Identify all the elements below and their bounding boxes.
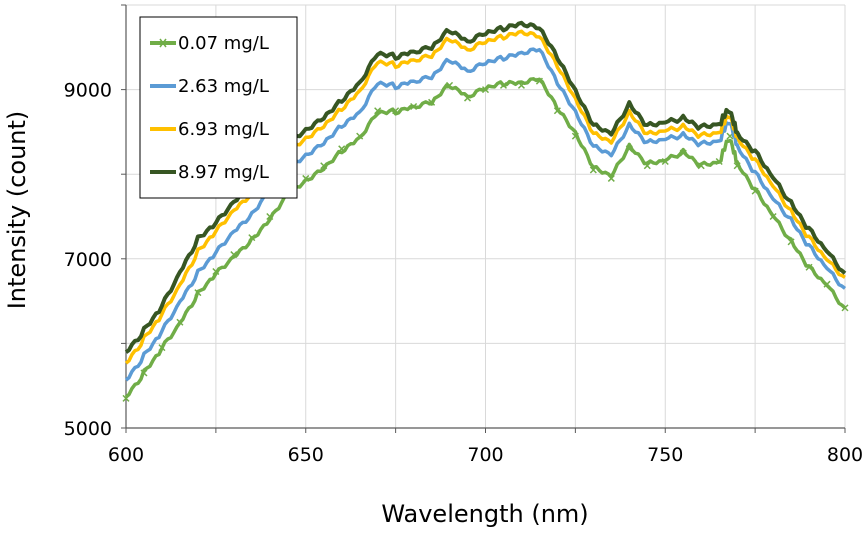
data-point-marker xyxy=(428,98,436,106)
data-point-marker xyxy=(158,344,166,352)
data-point-marker xyxy=(823,280,831,288)
data-point-marker xyxy=(463,94,472,102)
data-point-marker xyxy=(841,304,849,312)
series-line-1 xyxy=(124,77,847,399)
y-tick-label: 9000 xyxy=(64,80,112,102)
data-point-marker xyxy=(320,162,328,170)
data-point-marker xyxy=(571,132,579,140)
data-point-marker xyxy=(212,267,220,276)
data-point-marker xyxy=(374,107,382,115)
data-point-marker xyxy=(607,174,615,182)
data-point-marker xyxy=(194,289,202,297)
legend-label-2: 2.63 mg/L xyxy=(178,76,269,97)
data-point-marker xyxy=(625,145,633,153)
data-point-marker xyxy=(122,394,130,402)
data-point-marker xyxy=(338,145,346,153)
series-markers-1 xyxy=(122,77,849,402)
data-point-marker xyxy=(787,238,795,246)
data-point-marker xyxy=(661,157,669,166)
data-point-marker xyxy=(481,86,490,94)
data-point-marker xyxy=(589,166,597,174)
data-point-marker xyxy=(499,81,508,89)
legend: 0.07 mg/L 2.63 mg/L 6.93 mg/L 8.97 mg/L xyxy=(139,16,298,199)
data-point-marker xyxy=(356,132,364,140)
legend-label-4: 8.97 mg/L xyxy=(178,162,269,183)
data-point-marker xyxy=(715,157,723,166)
data-point-marker xyxy=(553,107,561,115)
x-tick-label: 700 xyxy=(467,444,503,466)
legend-label-1: 0.07 mg/L xyxy=(178,33,269,54)
data-point-marker xyxy=(302,174,310,182)
data-point-marker xyxy=(733,162,741,170)
data-point-marker xyxy=(751,187,759,195)
x-axis-title: Wavelength (nm) xyxy=(381,500,588,528)
data-point-marker xyxy=(446,81,454,89)
axis-layer xyxy=(121,4,846,433)
data-point-marker xyxy=(266,212,274,221)
data-point-marker xyxy=(643,162,651,170)
tick-layer: 600 650 700 750 800 5000 7000 9000 xyxy=(64,80,863,466)
data-point-marker xyxy=(805,263,813,271)
x-tick-label: 650 xyxy=(288,444,324,466)
data-point-marker xyxy=(176,318,184,326)
data-point-marker xyxy=(679,149,687,157)
x-tick-label: 750 xyxy=(647,444,683,466)
y-tick-label: 5000 xyxy=(64,418,112,440)
data-point-marker xyxy=(140,369,148,377)
data-point-marker xyxy=(410,102,418,111)
data-point-marker xyxy=(248,234,256,242)
x-tick-label: 600 xyxy=(108,444,144,466)
legend-label-3: 6.93 mg/L xyxy=(178,119,269,140)
x-tick-label: 800 xyxy=(827,444,863,466)
legend-box xyxy=(139,16,298,199)
y-axis-title: Intensity (count) xyxy=(3,111,31,310)
data-point-marker xyxy=(769,212,777,221)
legend-marker xyxy=(159,38,167,48)
y-tick-label: 7000 xyxy=(64,249,112,271)
data-point-marker xyxy=(517,81,525,89)
data-point-marker xyxy=(230,251,238,259)
data-point-marker xyxy=(697,162,705,170)
data-point-marker xyxy=(535,77,543,85)
data-point-marker xyxy=(392,107,400,115)
